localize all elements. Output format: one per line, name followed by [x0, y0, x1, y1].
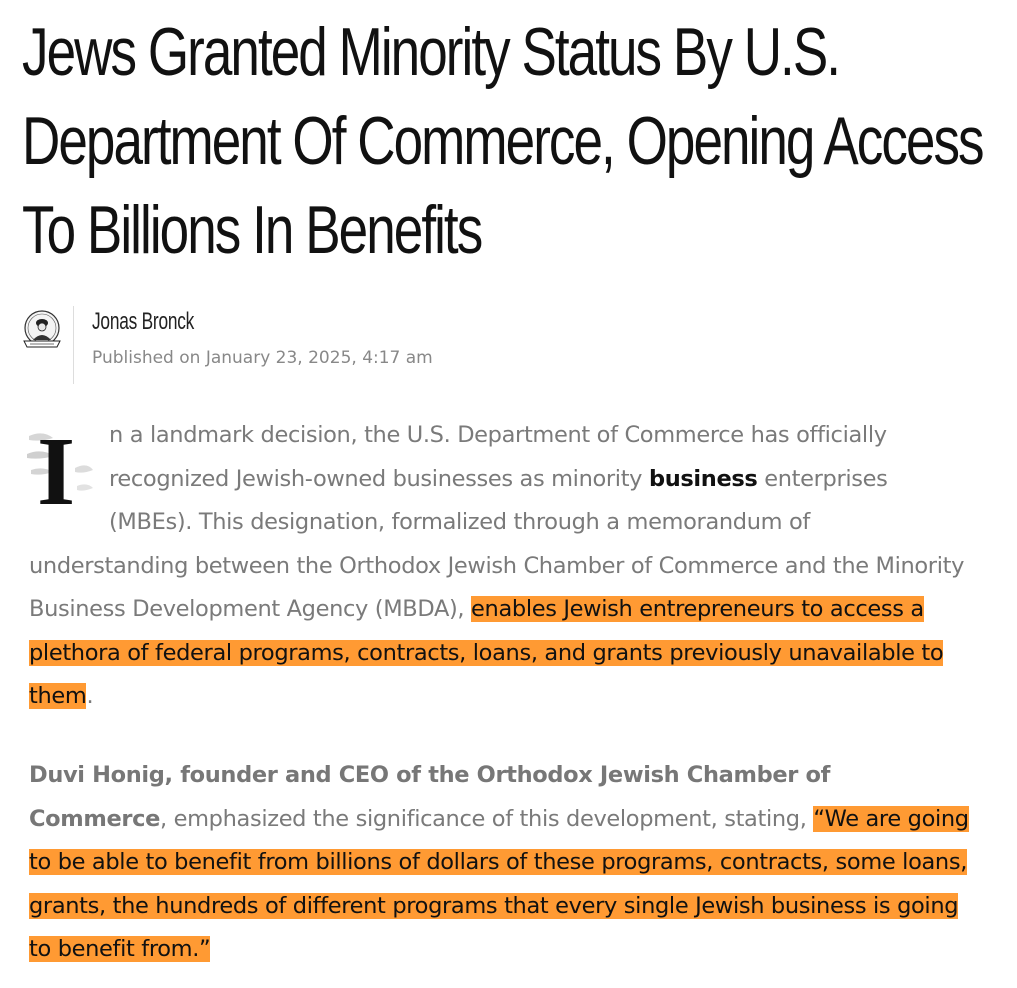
paragraph-1-bold: business	[648, 465, 758, 492]
published-date: Published on January 23, 2025, 4:17 am	[92, 348, 433, 368]
paragraph-1: I n a landmark decision, the U.S. Depart…	[27, 414, 974, 719]
portrait-seal-icon[interactable]	[20, 308, 64, 352]
drop-cap: I	[27, 420, 93, 516]
author-name[interactable]: Jonas Bronck	[92, 308, 195, 335]
paragraph-1-end: .	[86, 683, 94, 709]
paragraph-2-text: , emphasized the significance of this de…	[160, 805, 814, 832]
byline-divider	[73, 306, 74, 384]
paragraph-2: Duvi Honig, founder and CEO of the Ortho…	[29, 754, 974, 972]
paragraph-1-text-b: enterprises (MBEs). This designation, fo…	[29, 465, 965, 623]
drop-cap-letter: I	[37, 420, 75, 516]
paragraph-1-text-a: n a landmark decision, the U.S. Departme…	[109, 422, 887, 492]
article-title: Jews Granted Minority Status By U.S. Dep…	[22, 14, 985, 268]
paragraph-2-bold: Duvi Honig, founder and CEO of the Ortho…	[29, 762, 831, 832]
